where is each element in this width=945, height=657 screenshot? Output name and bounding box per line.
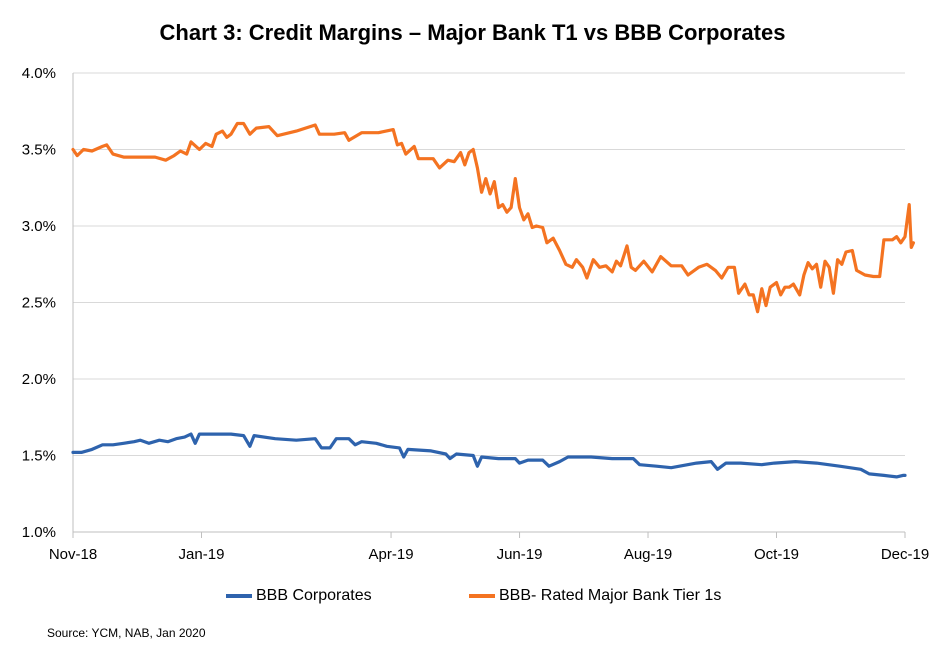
y-tick-label: 4.0% [22, 65, 56, 82]
x-tick-label: Dec-19 [881, 546, 929, 563]
chart-title: Chart 3: Credit Margins – Major Bank T1 … [159, 20, 786, 45]
legend-swatch-bbb-corporates [226, 594, 252, 598]
y-axis-ticks: 1.0% 1.5% 2.0% 2.5% 3.0% 3.5% 4.0% [22, 65, 56, 541]
legend-label-bbb-corporates: BBB Corporates [256, 587, 372, 604]
legend-item-bank-tier1: BBB- Rated Major Bank Tier 1s [469, 587, 721, 605]
x-tick-label: Jun-19 [497, 546, 543, 563]
y-tick-label: 2.5% [22, 295, 56, 312]
series-line-bbb-corporates [71, 432, 907, 479]
x-axis: Nov-18 Jan-19 Apr-19 Jun-19 Aug-19 Oct-19 Dec-… [49, 73, 929, 563]
x-tick-label: Apr-19 [369, 546, 414, 563]
gridlines [73, 72, 905, 456]
legend-label-bank-tier1: BBB- Rated Major Bank Tier 1s [499, 587, 722, 604]
y-tick-label: 2.0% [22, 371, 56, 388]
legend: BBB Corporates BBB- Rated Major Bank Tie… [0, 587, 945, 609]
x-tick-label: Oct-19 [754, 546, 799, 563]
y-tick-label: 1.0% [22, 524, 56, 541]
series-lines [71, 121, 915, 479]
y-tick-label: 3.5% [22, 142, 56, 159]
y-tick-label: 3.0% [22, 218, 56, 235]
series-line-bank-tier1 [71, 121, 915, 314]
source-note: Source: YCM, NAB, Jan 2020 [47, 626, 206, 640]
legend-swatch-bank-tier1 [469, 594, 495, 598]
x-tick-label: Nov-18 [49, 546, 97, 563]
x-tick-label: Jan-19 [179, 546, 225, 563]
legend-item-bbb-corporates: BBB Corporates [226, 587, 372, 605]
y-tick-label: 1.5% [22, 448, 56, 465]
x-tick-label: Aug-19 [624, 546, 672, 563]
